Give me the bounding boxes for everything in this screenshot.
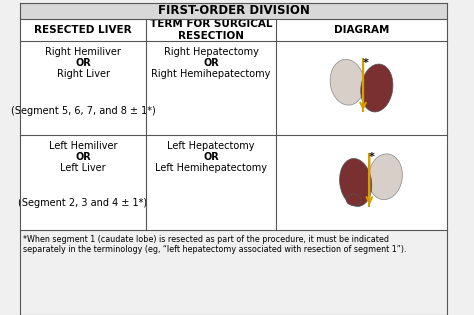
Text: RESECTED LIVER: RESECTED LIVER: [34, 25, 132, 35]
Text: (Segment 2, 3 and 4 ± 1*): (Segment 2, 3 and 4 ± 1*): [18, 198, 147, 208]
FancyBboxPatch shape: [20, 19, 447, 41]
Text: Right Hemiliver: Right Hemiliver: [45, 47, 121, 57]
FancyBboxPatch shape: [20, 41, 447, 135]
Text: (Segment 5, 6, 7, and 8 ± 1*): (Segment 5, 6, 7, and 8 ± 1*): [11, 106, 155, 116]
Ellipse shape: [346, 194, 361, 205]
FancyBboxPatch shape: [20, 230, 447, 315]
Text: Right Hepatectomy: Right Hepatectomy: [164, 47, 259, 57]
Ellipse shape: [361, 64, 393, 112]
Text: Left Hepatectomy: Left Hepatectomy: [167, 141, 255, 151]
Text: OR: OR: [203, 58, 219, 68]
Ellipse shape: [330, 59, 365, 105]
Text: Right Hemihepatectomy: Right Hemihepatectomy: [152, 69, 271, 79]
FancyBboxPatch shape: [20, 3, 447, 19]
Text: *: *: [369, 152, 374, 162]
Text: DIAGRAM: DIAGRAM: [334, 25, 389, 35]
Text: *When segment 1 (caudate lobe) is resected as part of the procedure, it must be : *When segment 1 (caudate lobe) is resect…: [23, 235, 406, 255]
Text: OR: OR: [75, 152, 91, 162]
Text: Left Liver: Left Liver: [60, 163, 106, 173]
Text: TERM FOR SURGICAL
RESECTION: TERM FOR SURGICAL RESECTION: [150, 19, 273, 41]
Text: OR: OR: [203, 152, 219, 162]
Text: Left Hemiliver: Left Hemiliver: [49, 141, 117, 151]
Text: *: *: [362, 58, 368, 68]
Text: FIRST-ORDER DIVISION: FIRST-ORDER DIVISION: [158, 4, 310, 18]
Text: Left Hemihepatectomy: Left Hemihepatectomy: [155, 163, 267, 173]
Ellipse shape: [339, 158, 372, 206]
Text: Right Liver: Right Liver: [56, 69, 109, 79]
FancyBboxPatch shape: [20, 135, 447, 230]
Text: OR: OR: [75, 58, 91, 68]
Ellipse shape: [368, 154, 402, 200]
